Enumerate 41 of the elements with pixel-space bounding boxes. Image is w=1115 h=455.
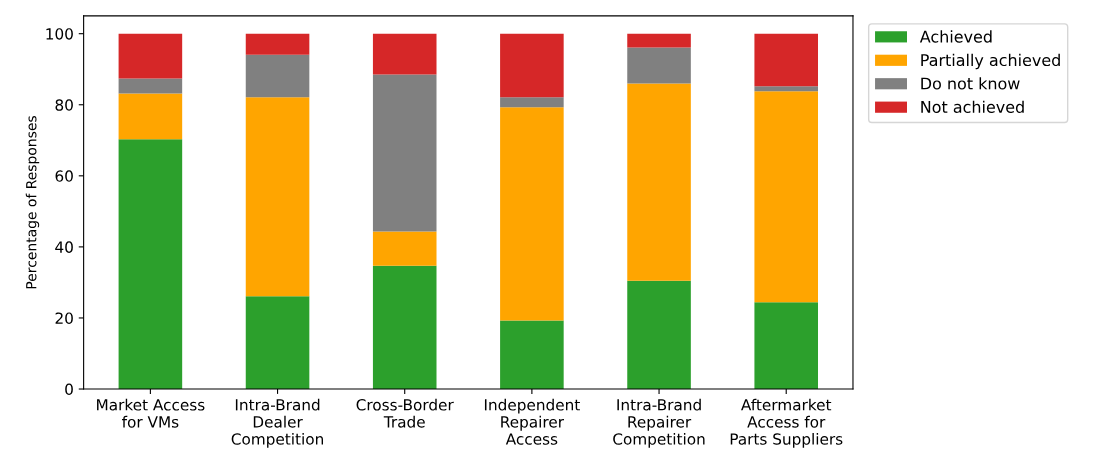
y-tick-label: 60 <box>55 170 73 182</box>
bar <box>627 83 691 281</box>
bar <box>754 86 818 92</box>
bar <box>627 33 691 48</box>
bar <box>118 78 183 94</box>
legend-label: Partially achieved <box>921 53 1060 70</box>
bar <box>118 33 183 79</box>
x-tick-label: Intra-Brand Repairer Competition <box>613 398 705 448</box>
bar <box>372 231 437 266</box>
bar <box>245 54 310 98</box>
x-tick-label: Aftermarket Access for Parts Suppliers <box>730 398 843 448</box>
legend-label: Do not know <box>921 77 1020 90</box>
legend-label: Not achieved <box>921 100 1024 113</box>
bar <box>118 93 183 140</box>
bar <box>118 139 183 390</box>
y-tick-label: 0 <box>65 383 73 396</box>
y-tick-label: 100 <box>46 28 73 40</box>
bar <box>754 91 818 303</box>
x-tick-label: Market Access for VMs <box>97 398 205 428</box>
legend-label: Achieved <box>919 30 992 43</box>
bar <box>627 280 691 390</box>
x-tick-label: Intra-Brand Dealer Competition <box>231 398 323 448</box>
bar <box>372 265 437 390</box>
bar <box>754 33 818 87</box>
x-tick-label: Cross-Border Trade <box>356 398 454 428</box>
y-axis-title: Percentage of Responses <box>25 116 40 289</box>
y-tick-label: 80 <box>55 99 73 111</box>
bar <box>245 97 310 297</box>
bar <box>245 33 310 55</box>
bar <box>372 33 437 75</box>
bar <box>627 47 691 84</box>
bar <box>500 33 564 98</box>
bar <box>245 296 310 390</box>
y-tick-label: 40 <box>55 241 73 253</box>
bar <box>500 320 564 390</box>
bar <box>372 74 437 232</box>
y-tick-label: 20 <box>55 312 73 324</box>
x-tick-label: Independent Repairer Access <box>484 398 580 445</box>
bar <box>500 107 564 321</box>
bar <box>754 302 818 390</box>
bar <box>500 97 564 108</box>
